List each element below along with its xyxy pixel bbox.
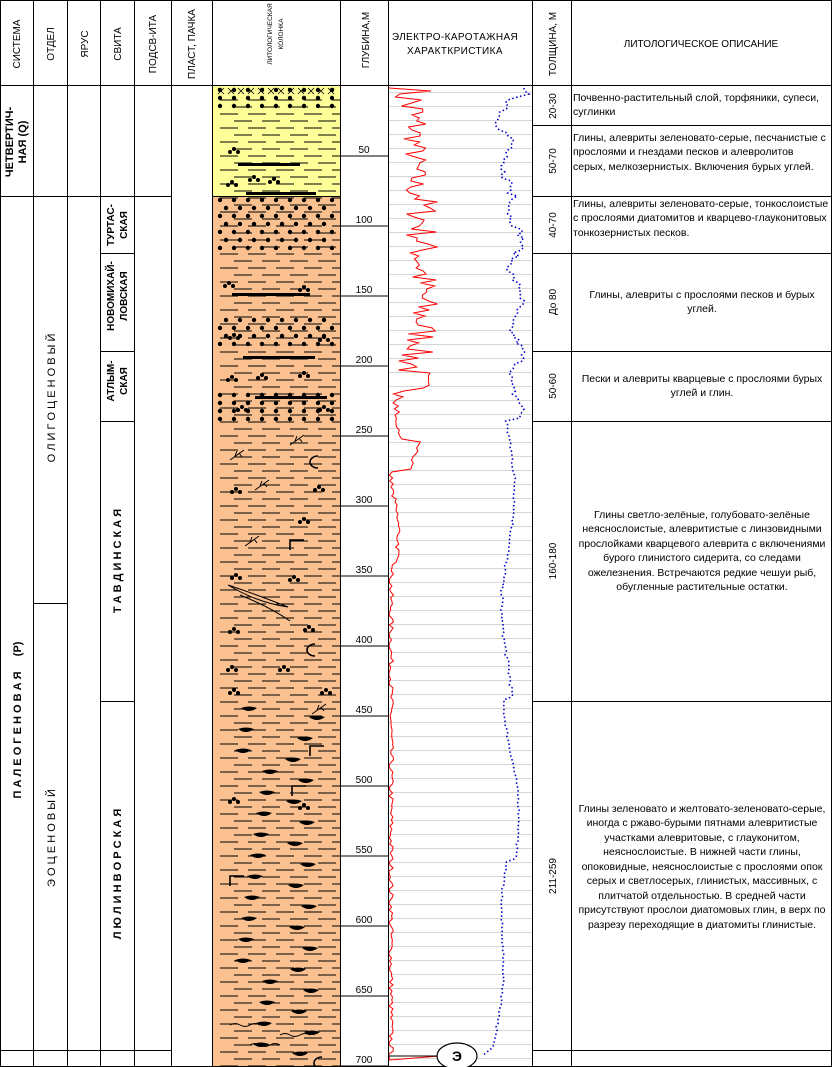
depth-labels: 50 100 150 200 250 300 350 400 450 500 550 600 650 70… <box>356 145 373 1066</box>
suite-novomikh-1: НОВОМИХАЙ- <box>104 261 117 331</box>
depth-tick-label: 400 <box>356 635 373 646</box>
thickness-label: 40-70 <box>548 212 559 238</box>
header-lithology-column-2: КОЛОНКА <box>278 18 285 49</box>
suite-turtas-2: СКАЯ <box>119 211 130 239</box>
suite-atlym-1: АТЛЫМ- <box>106 360 117 401</box>
electro-grid <box>389 92 532 1059</box>
depth-tick-label: 100 <box>356 215 373 226</box>
header-subsuite: ПОДСВ-ИТА <box>148 14 159 73</box>
resistivity-curve <box>481 87 531 1057</box>
depth-tick-label: 650 <box>356 985 373 996</box>
thickness-label: 50-70 <box>548 148 559 174</box>
header-lithology-column-1: ЛИТОЛОГИЧЕСКАЯ <box>267 3 274 65</box>
depth-scale <box>341 155 388 1067</box>
system-quaternary-2: НАЯ (Q) <box>17 120 29 163</box>
description-interval-5: Пески и алевриты кварцевые с прослоями б… <box>581 373 823 400</box>
description-interval-1: Почвенно-растительный слой, торфяники, с… <box>573 92 819 119</box>
depth-tick-label: 500 <box>356 775 373 786</box>
description-interval-7: Глины зеленовато и желтовато-зеленовато-… <box>578 803 826 931</box>
thickness-label: До 80 <box>548 288 559 315</box>
description-interval-6: Глины светло-зелёные, голубовато-зелёные… <box>578 509 826 594</box>
thickness-label: 20-30 <box>548 93 559 119</box>
depth-tick-label: 600 <box>356 915 373 926</box>
thickness-label: 50-60 <box>548 373 559 399</box>
department-eocene: Э О Ц Е Н О В Ы Й <box>45 789 58 887</box>
marker-label: Э <box>452 1048 462 1064</box>
suite-atlym-2: СКАЯ <box>119 367 130 395</box>
quaternary-fill <box>213 86 340 196</box>
header-layer: ПЛАСТ, ПАЧКА <box>187 9 198 79</box>
header-electro-2: ХАРАКТКРИСТИКА <box>407 46 503 57</box>
suite-tavda: Т А В Д И Н С К А Я <box>112 509 124 613</box>
depth-tick-label: 350 <box>356 565 373 576</box>
suite-novomikh-2: ЛОВСКАЯ <box>119 271 130 320</box>
department-oligocene: О Л И Г О Ц Е Н О В Ы Й <box>45 334 58 463</box>
depth-tick-label: 50 <box>358 145 370 156</box>
depth-tick-label: 150 <box>356 285 373 296</box>
sp-curve <box>389 87 441 1061</box>
depth-tick-label: 450 <box>356 705 373 716</box>
header-depth: ГЛУБИНА,М <box>361 12 372 69</box>
description-interval-4: Глины, алевриты с прослоями песков и бур… <box>589 289 815 316</box>
depth-tick-label: 250 <box>356 425 373 436</box>
depth-tick-label: 550 <box>356 845 373 856</box>
description-interval-3: Глины, алевриты зеленовато-серые, тонкос… <box>573 198 829 239</box>
lithology-pattern <box>217 87 340 1067</box>
thickness-label: 160-180 <box>548 542 559 579</box>
description-interval-2: Глины, алевриты зеленовато-серые, песчан… <box>573 132 826 173</box>
suite-lyulinvor: Л Ю Л И Н В О Р С К А Я <box>112 809 124 940</box>
depth-tick-label: 300 <box>356 495 373 506</box>
header-electro-1: ЭЛЕКТРО-КАРОТАЖНАЯ <box>392 32 518 43</box>
thickness-label: 211-259 <box>548 858 559 894</box>
marker-circle <box>436 1042 478 1067</box>
header-department: ОТДЕЛ <box>46 27 57 61</box>
header-thickness: ТОЛЩИНА, М <box>548 12 559 76</box>
header-description: ЛИТОЛОГИЧЕСКОЕ ОПИСАНИЕ <box>624 39 779 50</box>
depth-tick-label: 200 <box>356 355 373 366</box>
depth-tick-label: 700 <box>356 1055 373 1066</box>
system-paleogene: П А Л Е О Г Е Н О В А Я (Р) <box>12 641 24 798</box>
system-quaternary-1: ЧЕТВЕРТИЧ- <box>4 107 16 178</box>
suite-turtas-1: ТУРТАС- <box>106 204 117 246</box>
header-system: СИСТЕМА <box>12 19 23 68</box>
header-stage: ЯРУС <box>80 30 91 57</box>
header-suite: СВИТА <box>113 27 124 61</box>
